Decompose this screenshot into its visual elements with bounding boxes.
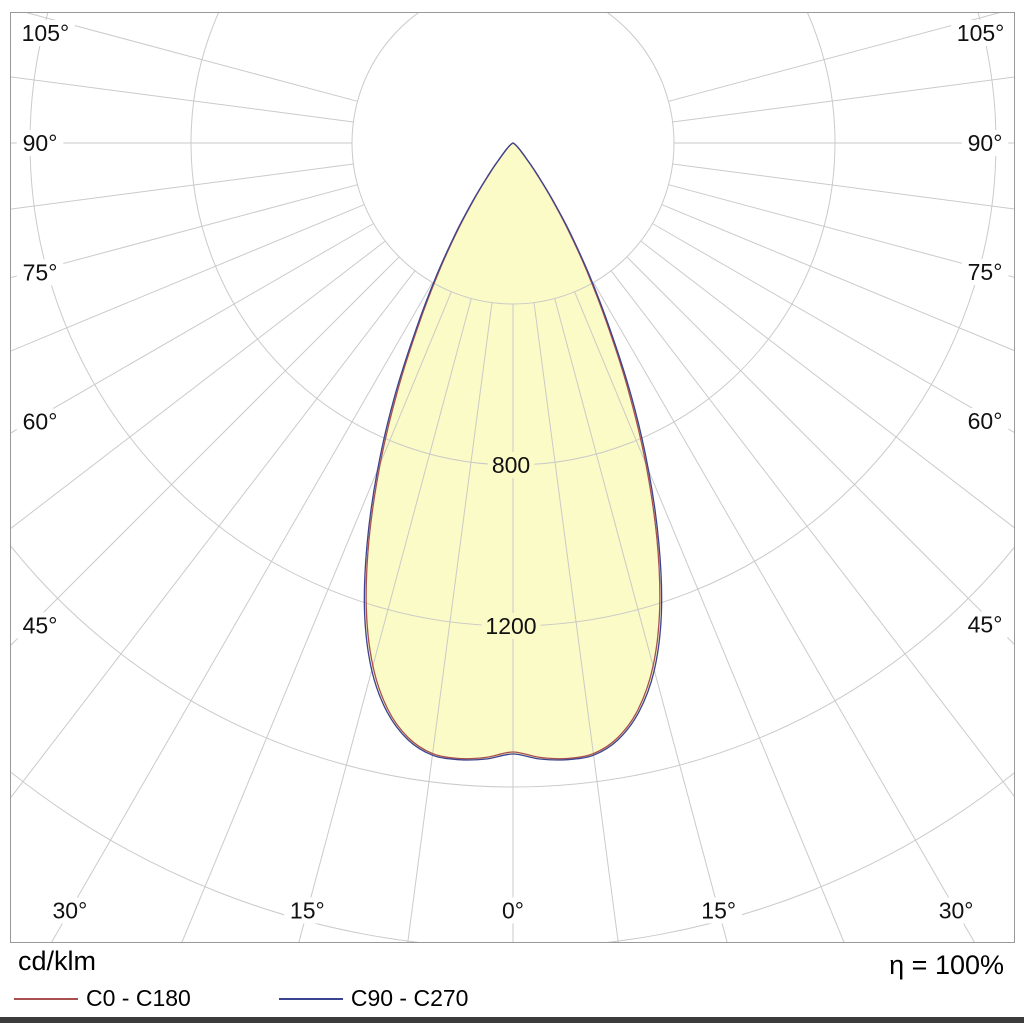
svg-text:105°: 105°	[22, 20, 70, 46]
svg-text:75°: 75°	[23, 259, 58, 285]
svg-text:800: 800	[492, 452, 530, 478]
svg-text:75°: 75°	[968, 259, 1003, 285]
svg-text:60°: 60°	[23, 409, 58, 435]
plot-border	[10, 12, 1015, 943]
svg-text:60°: 60°	[968, 408, 1003, 434]
svg-text:30°: 30°	[939, 898, 974, 924]
unit-label: cd/klm	[18, 946, 97, 976]
svg-text:0°: 0°	[502, 898, 524, 924]
cropped-table-edge	[0, 1017, 1024, 1023]
svg-text:90°: 90°	[23, 130, 58, 156]
legend-label-c90-c270: C90 - C270	[350, 985, 469, 1011]
legend: C0 - C180 C90 - C270	[14, 985, 468, 1012]
legend-label-c0-c180: C0 - C180	[86, 985, 191, 1011]
svg-text:15°: 15°	[290, 898, 325, 924]
svg-text:45°: 45°	[968, 611, 1003, 637]
svg-text:15°: 15°	[701, 898, 736, 924]
svg-text:30°: 30°	[53, 898, 88, 924]
svg-text:45°: 45°	[23, 612, 58, 638]
svg-text:1200: 1200	[485, 613, 536, 639]
angle-labels: 0° 15° 15° 30° 30° 45° 45° 60° 60° 75° 75° 90° 90° 10…	[15, 20, 1011, 924]
svg-text:105°: 105°	[957, 20, 1005, 46]
legend-item-c0-c180: C0 - C180	[14, 985, 191, 1012]
curve-c90-c270	[363, 142, 663, 761]
svg-text:90°: 90°	[968, 130, 1003, 156]
c90-c270-line-swatch	[278, 997, 343, 1000]
legend-item-c90-c270: C90 - C270	[205, 985, 469, 1012]
c0-c180-line-swatch	[14, 997, 78, 1000]
ring-value-labels: 800 1200	[481, 452, 541, 639]
light-output-ratio-label: η = 100%	[889, 950, 1004, 980]
